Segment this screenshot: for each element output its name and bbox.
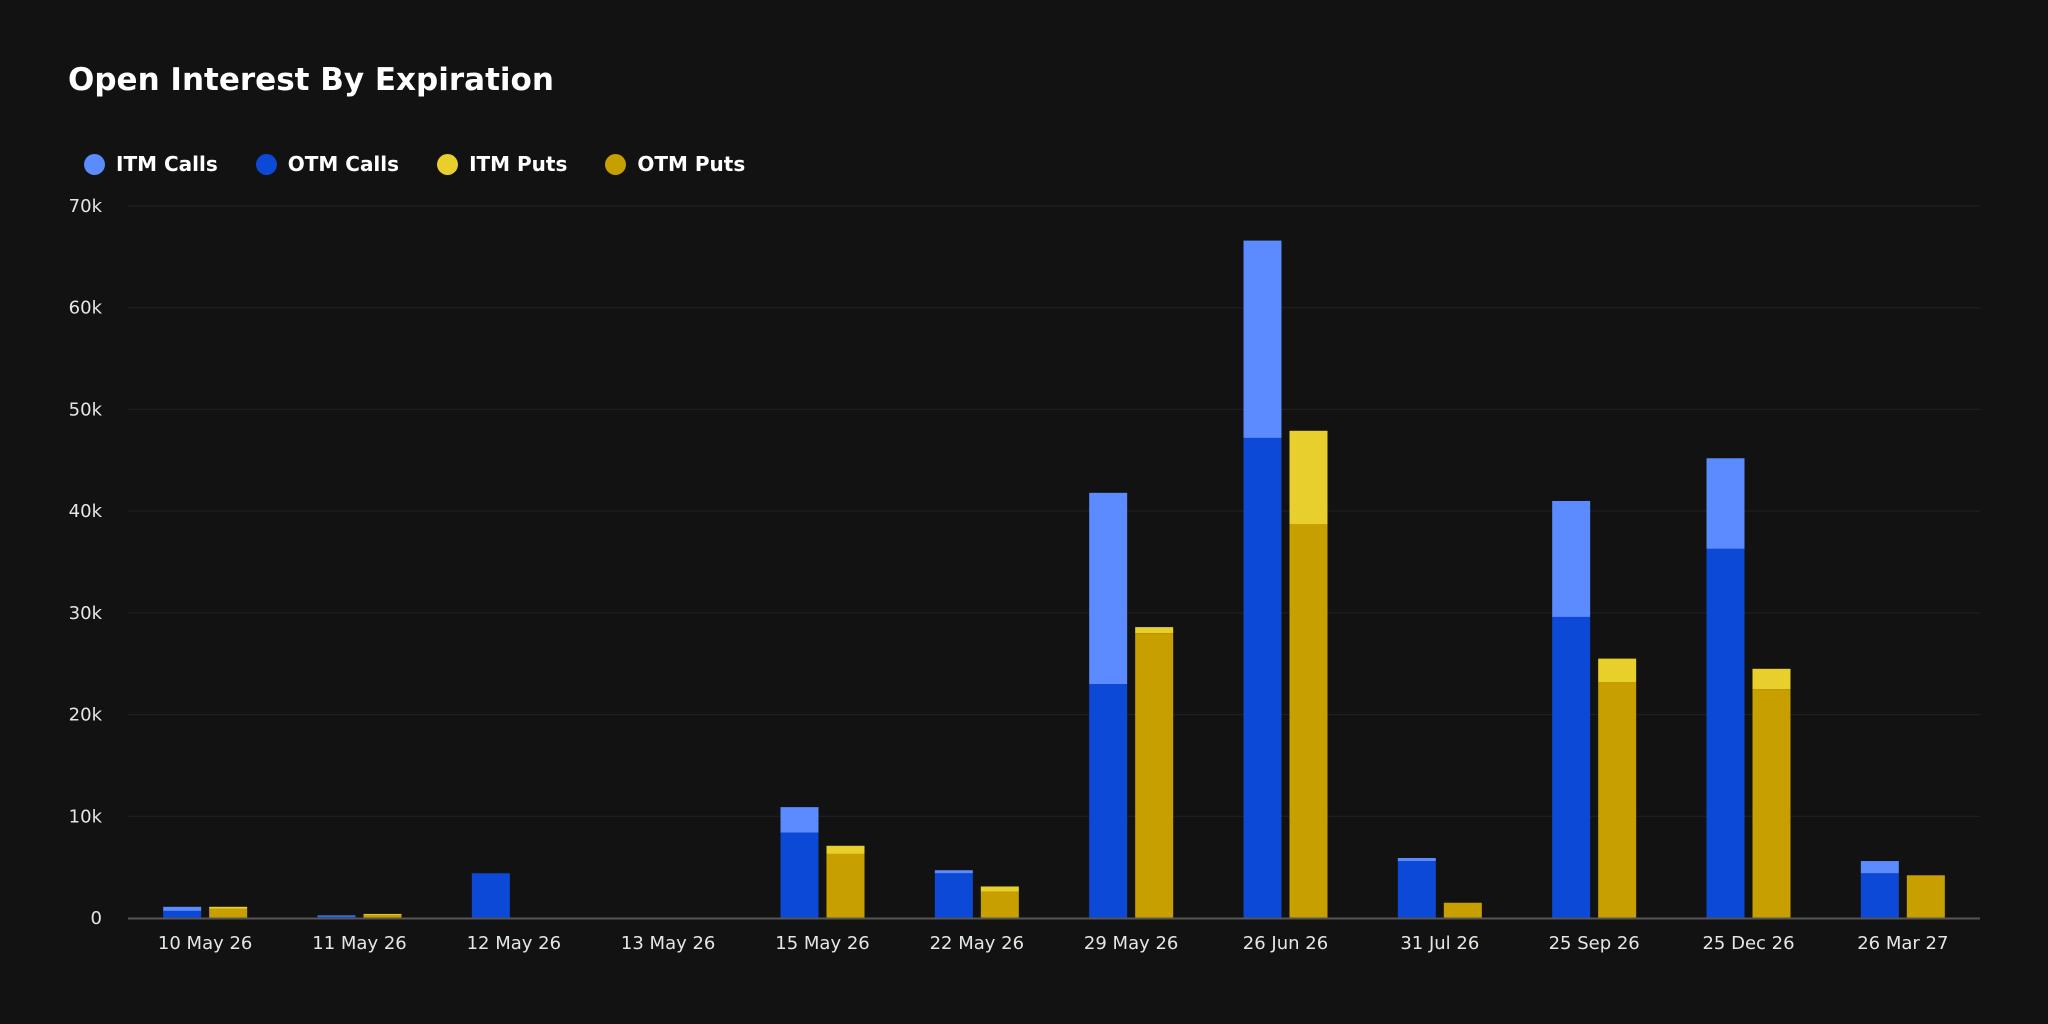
- chart-legend: ITM Calls OTM Calls ITM Puts OTM Puts: [84, 148, 783, 180]
- x-tick-label: 29 May 26: [1084, 933, 1178, 954]
- x-tick-label: 12 May 26: [467, 933, 561, 954]
- y-tick-label: 60k: [69, 298, 103, 319]
- legend-dot-itm-calls: [84, 153, 105, 175]
- bar-otm-calls[interactable]: [1089, 684, 1128, 918]
- legend-item-otm-calls[interactable]: OTM Calls: [255, 148, 400, 180]
- legend-dot-otm-puts: [605, 153, 627, 175]
- bar-itm-calls[interactable]: [1706, 458, 1745, 549]
- x-tick-label: 11 May 26: [312, 933, 406, 954]
- bar-itm-calls[interactable]: [934, 870, 973, 874]
- bar-itm-calls[interactable]: [1860, 861, 1899, 874]
- bar-otm-calls[interactable]: [1552, 616, 1591, 918]
- legend-label: OTM Puts: [637, 152, 746, 176]
- bar-itm-calls[interactable]: [780, 807, 819, 833]
- legend-dot-otm-calls: [255, 153, 277, 175]
- legend-item-itm-puts[interactable]: ITM Puts: [437, 148, 567, 180]
- x-tick-label: 26 Jun 26: [1243, 933, 1328, 954]
- bar-itm-puts[interactable]: [826, 845, 865, 854]
- x-tick-label: 25 Sep 26: [1549, 933, 1640, 954]
- bar-itm-calls[interactable]: [1089, 492, 1128, 685]
- chart-title: Open Interest By Expiration: [68, 62, 554, 98]
- x-tick-label: 26 Mar 27: [1857, 933, 1948, 954]
- bar-itm-puts[interactable]: [980, 886, 1019, 892]
- bar-otm-puts[interactable]: [1752, 689, 1791, 918]
- y-tick-label: 0: [91, 908, 102, 929]
- bar-otm-calls[interactable]: [471, 873, 510, 918]
- bar-otm-puts[interactable]: [209, 908, 248, 918]
- bar-otm-calls[interactable]: [934, 873, 973, 918]
- bar-itm-puts[interactable]: [1289, 430, 1328, 525]
- legend-label: ITM Calls: [116, 152, 218, 176]
- bar-otm-puts[interactable]: [1906, 875, 1945, 918]
- bar-layer: [163, 240, 1945, 918]
- legend-dot-itm-puts: [437, 153, 459, 175]
- x-tick-label: 25 Dec 26: [1702, 933, 1794, 954]
- bar-itm-calls[interactable]: [1552, 500, 1591, 617]
- y-tick-label: 20k: [69, 705, 103, 726]
- bar-otm-puts[interactable]: [980, 891, 1019, 918]
- grid-layer: [128, 205, 1980, 817]
- bar-itm-calls[interactable]: [317, 915, 356, 917]
- y-tick-label: 10k: [69, 806, 103, 827]
- bar-itm-puts[interactable]: [1598, 658, 1637, 683]
- x-tick-label: 10 May 26: [158, 933, 252, 954]
- label-layer: 0 10k 20k 30k 40k 50k 60k 70k 10 May 26 11 May 26…: [69, 196, 1949, 954]
- bar-otm-calls[interactable]: [317, 916, 356, 918]
- bar-otm-calls[interactable]: [1397, 861, 1436, 918]
- legend-label: OTM Calls: [287, 152, 400, 176]
- bar-itm-puts[interactable]: [209, 906, 248, 909]
- bar-otm-puts[interactable]: [826, 853, 865, 918]
- bar-itm-puts[interactable]: [363, 913, 402, 915]
- bar-otm-puts[interactable]: [1598, 682, 1637, 918]
- y-tick-label: 40k: [69, 501, 103, 522]
- bar-itm-calls[interactable]: [163, 906, 202, 911]
- y-tick-label: 70k: [69, 196, 103, 217]
- x-tick-label: 31 Jul 26: [1400, 933, 1479, 954]
- x-tick-label: 15 May 26: [775, 933, 869, 954]
- y-tick-label: 30k: [69, 603, 103, 624]
- legend-item-itm-calls[interactable]: ITM Calls: [84, 148, 218, 180]
- legend-item-otm-puts[interactable]: OTM Puts: [605, 148, 745, 180]
- y-tick-label: 50k: [69, 399, 103, 420]
- bar-otm-puts[interactable]: [1443, 902, 1482, 918]
- x-tick-label: 13 May 26: [621, 933, 715, 954]
- bar-itm-calls[interactable]: [1397, 857, 1436, 862]
- bar-itm-puts[interactable]: [1135, 627, 1174, 634]
- bar-otm-calls[interactable]: [163, 910, 202, 918]
- bar-otm-calls[interactable]: [1706, 548, 1745, 918]
- bar-otm-calls[interactable]: [780, 832, 819, 918]
- legend-label: ITM Puts: [469, 152, 568, 176]
- bar-itm-calls[interactable]: [1243, 240, 1282, 438]
- bar-otm-puts[interactable]: [1135, 633, 1174, 918]
- bar-otm-puts[interactable]: [363, 914, 402, 918]
- bar-otm-calls[interactable]: [1243, 437, 1282, 918]
- bar-otm-calls[interactable]: [1860, 873, 1899, 918]
- bar-itm-puts[interactable]: [1752, 668, 1791, 690]
- bar-otm-puts[interactable]: [1289, 524, 1328, 918]
- x-tick-label: 22 May 26: [930, 933, 1024, 954]
